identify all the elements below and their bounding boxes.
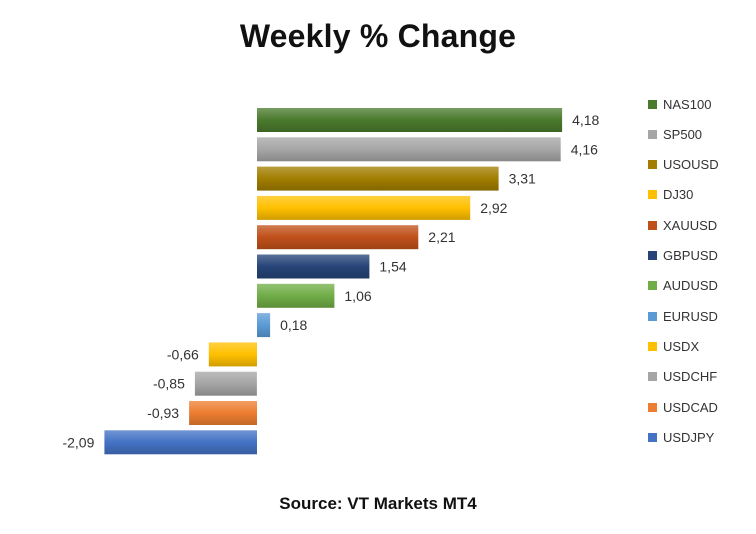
value-label-usdjpy: -2,09 bbox=[62, 434, 94, 450]
legend-label: XAUUSD bbox=[663, 217, 718, 233]
legend-item-usdcad: USDCAD bbox=[648, 399, 718, 415]
legend-swatch bbox=[648, 190, 657, 200]
legend-swatch bbox=[648, 432, 657, 442]
value-labels-group: 4,18 4,16 3,312,92 2,21 1,54 1,06 0,18 -0,66 -0,… bbox=[62, 112, 599, 450]
value-label-usousd: 3,31 bbox=[509, 171, 536, 187]
legend-item-gbpusd: GBPUSD bbox=[648, 248, 718, 264]
value-label-usdcad: -0,93 bbox=[147, 405, 179, 421]
legend-label: USDCHF bbox=[663, 369, 718, 385]
value-label-usdchf: -0,85 bbox=[153, 376, 185, 392]
legend-swatch bbox=[648, 251, 657, 260]
bar-dj30 bbox=[257, 195, 471, 220]
bar-usdjpy bbox=[104, 430, 258, 455]
legend-item-usdchf: USDCHF bbox=[648, 369, 717, 385]
legend-item-xauusd: XAUUSD bbox=[648, 217, 717, 233]
value-label-eurusd: 0,18 bbox=[280, 317, 307, 333]
legend-label: USDJPY bbox=[663, 429, 715, 445]
source-note: Source: VT Markets MT4 bbox=[279, 494, 477, 513]
chart-title: Weekly % Change bbox=[239, 18, 517, 54]
legend-swatch bbox=[648, 372, 657, 382]
bar-sp500 bbox=[257, 137, 561, 162]
value-label-audusd: 1,06 bbox=[344, 288, 371, 304]
value-label-xauusd: 2,21 bbox=[428, 229, 455, 245]
bar-xauusd bbox=[257, 225, 419, 250]
value-label-nas100: 4,18 bbox=[572, 112, 599, 128]
legend-swatch bbox=[648, 129, 657, 139]
bar-gbpusd bbox=[257, 254, 370, 279]
value-label-sp500: 4,16 bbox=[571, 141, 598, 157]
legend-item-usdx: USDX bbox=[648, 338, 699, 354]
legend-item-nas100: NAS100 bbox=[648, 96, 711, 112]
legend-label: AUDUSD bbox=[663, 278, 718, 294]
legend-swatch bbox=[648, 402, 657, 412]
bar-usdchf bbox=[194, 371, 257, 396]
legend-item-usousd: USOUSD bbox=[648, 157, 719, 173]
legend-swatch bbox=[648, 281, 657, 291]
value-label-usdx: -0,66 bbox=[167, 346, 199, 362]
bars-group bbox=[104, 108, 563, 455]
legend-item-eurusd: EURUSD bbox=[648, 308, 718, 324]
legend-item-dj30: DJ30 bbox=[648, 187, 693, 203]
legend-swatch bbox=[648, 311, 657, 321]
legend-label: EURUSD bbox=[663, 308, 718, 324]
legend-item-sp500: SP500 bbox=[648, 126, 702, 142]
legend-label: NAS100 bbox=[663, 96, 712, 112]
legend-swatch bbox=[648, 99, 657, 109]
bar-nas100 bbox=[257, 108, 563, 132]
legend-item-audusd: AUDUSD bbox=[648, 278, 718, 294]
bar-usousd bbox=[257, 166, 499, 191]
legend-label: SP500 bbox=[663, 126, 703, 142]
legend-label: GBPUSD bbox=[663, 248, 718, 263]
legend-label: USOUSD bbox=[663, 157, 719, 173]
legend-label: DJ30 bbox=[663, 187, 694, 203]
legend-label: USDX bbox=[663, 338, 700, 354]
bar-usdcad bbox=[189, 401, 257, 425]
legend-item-usdjpy: USDJPY bbox=[648, 429, 714, 445]
legend-swatch bbox=[648, 341, 657, 351]
bar-usdx bbox=[208, 342, 257, 367]
value-label-dj30: 2,92 bbox=[480, 200, 507, 216]
legend-swatch bbox=[648, 220, 657, 230]
legend-swatch bbox=[648, 160, 657, 170]
bar-eurusd bbox=[257, 313, 271, 338]
value-label-gbpusd: 1,54 bbox=[379, 259, 406, 275]
legend-label: USDCAD bbox=[663, 399, 718, 415]
bar-audusd bbox=[257, 283, 335, 308]
